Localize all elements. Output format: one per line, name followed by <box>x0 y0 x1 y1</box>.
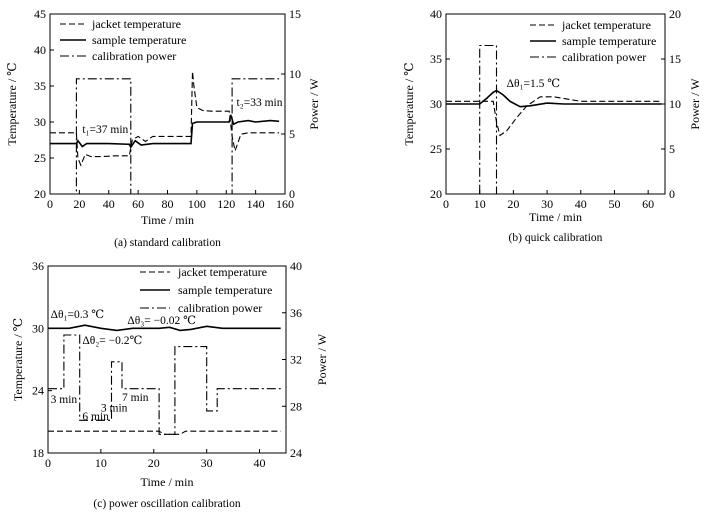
annotation: t₁=37 min <box>82 124 128 136</box>
y2-tick-label: 36 <box>290 306 302 320</box>
annotation: Δθ₂= −0.2℃ <box>82 335 142 347</box>
y2-tick-label: 5 <box>669 142 675 156</box>
panel-caption: (c) power oscillation calibration <box>93 498 240 510</box>
y-tick-label: 45 <box>34 7 46 21</box>
series-line-calibration-power <box>48 334 281 435</box>
y-axis-label: Temperature / ℃ <box>402 62 416 145</box>
annotation: 3 min <box>51 394 78 406</box>
panel-caption: (a) standard calibration <box>114 237 221 249</box>
y2-tick-label: 40 <box>290 259 302 273</box>
y2-tick-label: 20 <box>669 7 681 21</box>
y-tick-label: 35 <box>430 52 442 66</box>
legend-entry: jacket temperature <box>177 265 267 279</box>
series-line-jacket-temperature <box>50 71 280 167</box>
y-tick-label: 36 <box>32 259 44 273</box>
y-tick-label: 40 <box>430 7 442 21</box>
legend-entry: calibration power <box>178 301 262 315</box>
x-tick-label: 160 <box>276 197 294 211</box>
y-axis-label: Temperature / ℃ <box>11 318 25 401</box>
y2-axis-label: Power / W <box>307 78 321 130</box>
series-line-sample-temperature <box>48 324 281 332</box>
y-tick-label: 20 <box>34 187 46 201</box>
panel-caption: (b) quick calibration <box>509 232 603 244</box>
y2-tick-label: 5 <box>289 127 295 141</box>
x-tick-label: 0 <box>47 197 53 211</box>
x-tick-label: 120 <box>217 197 235 211</box>
y-tick-label: 18 <box>32 446 44 460</box>
x-axis-label: Time / min <box>141 213 194 227</box>
legend-entry: calibration power <box>562 50 646 64</box>
x-tick-label: 30 <box>201 456 213 470</box>
y-tick-label: 24 <box>32 384 44 398</box>
x-tick-label: 0 <box>45 456 51 470</box>
panel-c-power-oscillation-calibration: 0 10 20 30 40 18 24 30 36 24 28 32 36 40 Time / min Tem… <box>11 259 329 510</box>
y2-tick-label: 10 <box>289 67 301 81</box>
series-line-calibration-power <box>446 44 662 195</box>
y-tick-label: 20 <box>430 187 442 201</box>
x-tick-label: 20 <box>507 197 519 211</box>
y2-tick-label: 32 <box>290 353 302 367</box>
annotation: 3 min <box>101 402 128 414</box>
x-tick-label: 50 <box>608 197 620 211</box>
y2-axis-label: Power / W <box>688 78 702 130</box>
x-tick-label: 10 <box>95 456 107 470</box>
legend-entry: sample temperature <box>92 33 186 47</box>
x-tick-label: 80 <box>162 197 174 211</box>
x-tick-label: 60 <box>642 197 654 211</box>
x-tick-label: 20 <box>73 197 85 211</box>
y-tick-label: 30 <box>32 321 44 335</box>
x-tick-label: 40 <box>575 197 587 211</box>
series-line-jacket-temperature <box>48 430 281 435</box>
annotation: t₂=33 min <box>237 97 283 109</box>
annotation: 6 min <box>82 411 109 423</box>
y-tick-label: 30 <box>34 115 46 129</box>
annotation: Δθ₃= −0.02 ℃ <box>127 315 196 327</box>
x-tick-label: 100 <box>188 197 206 211</box>
y2-tick-label: 24 <box>290 446 302 460</box>
legend-entry: jacket temperature <box>91 17 181 31</box>
series-line-jacket-temperature <box>446 96 662 137</box>
x-tick-label: 40 <box>103 197 115 211</box>
y-tick-label: 25 <box>34 151 46 165</box>
x-axis-label: Time / min <box>529 210 582 224</box>
y2-tick-label: 0 <box>289 187 295 201</box>
annotation: Δθ₁=1.5 ℃ <box>507 78 561 90</box>
series-line-sample-temperature <box>446 89 662 108</box>
annotation: 7 min <box>122 392 149 404</box>
series-line-sample-temperature <box>50 114 280 149</box>
x-tick-label: 140 <box>247 197 265 211</box>
legend-entry: sample temperature <box>178 283 272 297</box>
x-tick-label: 40 <box>254 456 266 470</box>
panel-b-quick-calibration: 0 10 20 30 40 50 60 20 25 30 35 40 0 5 10 15 20 Time / mi… <box>402 7 702 244</box>
y-tick-label: 40 <box>34 43 46 57</box>
y2-tick-label: 15 <box>289 7 301 21</box>
legend-entry: calibration power <box>92 49 176 63</box>
y2-tick-label: 15 <box>669 52 681 66</box>
y2-tick-label: 10 <box>669 97 681 111</box>
y2-tick-label: 28 <box>290 399 302 413</box>
y-tick-label: 35 <box>34 79 46 93</box>
annotation: Δθ₁=0.3 ℃ <box>51 309 105 321</box>
legend-entry: sample temperature <box>562 34 656 48</box>
x-tick-label: 60 <box>132 197 144 211</box>
x-axis-label: Time / min <box>141 475 194 489</box>
x-tick-label: 0 <box>443 197 449 211</box>
series-line-calibration-power <box>50 78 280 195</box>
x-tick-label: 10 <box>474 197 486 211</box>
y-axis-label: Temperature / ℃ <box>5 62 19 145</box>
x-tick-label: 20 <box>148 456 160 470</box>
legend-entry: jacket temperature <box>561 18 651 32</box>
x-tick-label: 30 <box>541 197 553 211</box>
y-tick-label: 30 <box>430 97 442 111</box>
y2-axis-label: Power / W <box>315 333 329 385</box>
y-tick-label: 25 <box>430 142 442 156</box>
y2-tick-label: 0 <box>669 187 675 201</box>
panel-a-standard-calibration: 0 20 40 60 80 100 120 140 160202530354045051015T… <box>5 7 321 249</box>
